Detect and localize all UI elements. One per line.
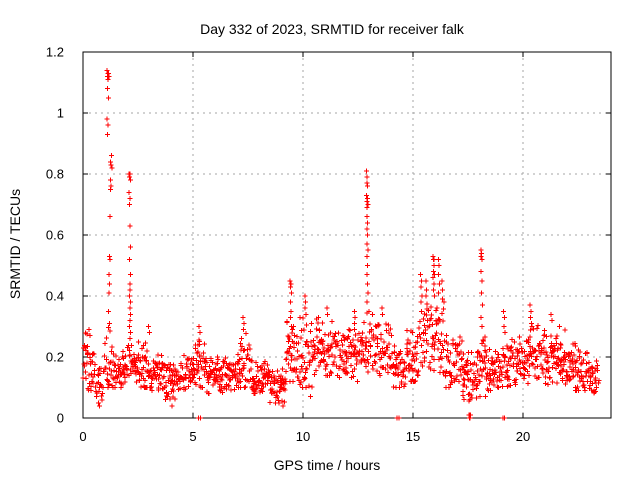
axis-ticks bbox=[82, 51, 611, 419]
y-tick-label: 1 bbox=[57, 106, 64, 121]
scatter-marker-path bbox=[80, 68, 602, 421]
x-tick-label: 5 bbox=[189, 429, 196, 444]
y-tick-label: 0 bbox=[57, 411, 64, 426]
y-tick-labels: 0 0.2 0.4 0.6 0.8 1 1.2 bbox=[46, 45, 64, 426]
x-tick-label: 15 bbox=[406, 429, 420, 444]
y-tick-label: 1.2 bbox=[46, 45, 64, 60]
y-tick-label: 0.4 bbox=[46, 289, 64, 304]
y-tick-label: 0.8 bbox=[46, 167, 64, 182]
x-axis-label: GPS time / hours bbox=[274, 457, 381, 473]
gridlines bbox=[83, 52, 611, 418]
x-tick-label: 10 bbox=[296, 429, 310, 444]
scatter-points bbox=[80, 68, 602, 421]
x-tick-label: 20 bbox=[516, 429, 530, 444]
y-axis-label: SRMTID / TECUs bbox=[7, 189, 23, 299]
chart-title: Day 332 of 2023, SRMTID for receiver fal… bbox=[200, 21, 465, 37]
y-tick-label: 0.6 bbox=[46, 228, 64, 243]
x-tick-label: 0 bbox=[79, 429, 86, 444]
x-tick-labels: 0 5 10 15 20 bbox=[79, 429, 530, 444]
y-tick-label: 0.2 bbox=[46, 350, 64, 365]
